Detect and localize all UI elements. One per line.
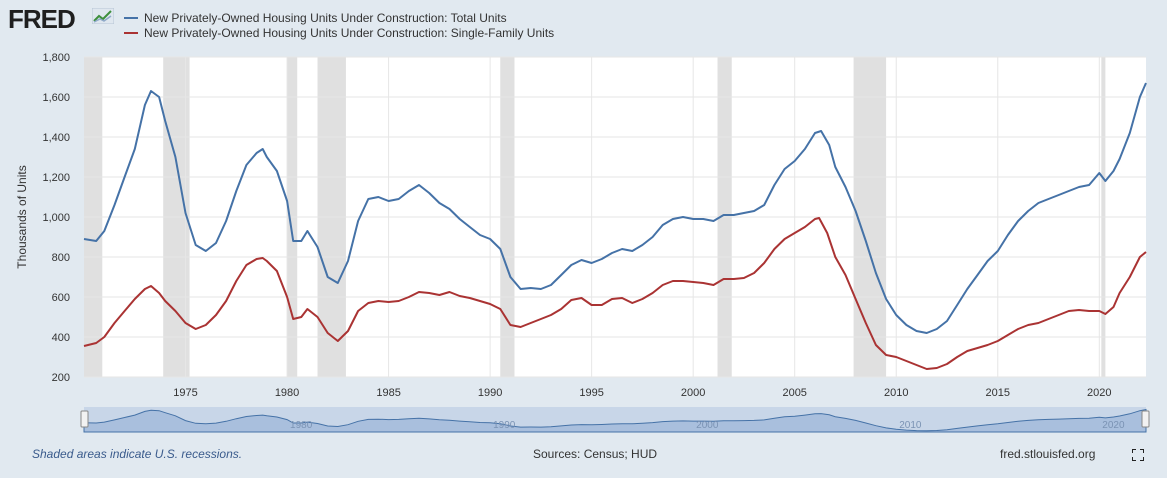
navigator-label: 2000 <box>696 420 719 431</box>
legend-label-total: New Privately-Owned Housing Units Under … <box>144 11 507 25</box>
x-tick-label: 1985 <box>376 387 400 399</box>
fullscreen-icon[interactable] <box>1132 449 1144 461</box>
x-tick-label: 1980 <box>275 387 299 399</box>
y-tick-label: 1,000 <box>42 212 70 224</box>
chart: 200 400 600 800 1,000 1,200 1,400 1,600 1,800 19… <box>15 52 1150 433</box>
fred-trend-logo-icon <box>92 8 114 24</box>
series-total-line <box>83 82 1147 334</box>
navigator-label: 2010 <box>899 420 922 431</box>
x-tick-label: 2005 <box>782 387 806 399</box>
fred-logo[interactable]: FRED <box>8 4 76 34</box>
x-tick-label: 1975 <box>173 387 197 399</box>
y-tick-label: 1,400 <box>42 132 70 144</box>
sources-text: Sources: Census; HUD <box>533 447 658 461</box>
legend-swatch-total <box>124 17 138 19</box>
y-tick-label: 600 <box>52 292 70 304</box>
y-tick-label: 800 <box>52 252 70 264</box>
time-navigator[interactable]: 1980 1990 2000 2010 2020 <box>80 407 1150 433</box>
series-single-family-line <box>83 217 1147 370</box>
x-tick-label: 1990 <box>478 387 502 399</box>
x-tick-label: 1995 <box>579 387 603 399</box>
navigator-label: 1980 <box>290 420 313 431</box>
legend-item-total[interactable]: New Privately-Owned Housing Units Under … <box>124 11 507 25</box>
navigator-labels: 1980 1990 2000 2010 2020 <box>290 420 1125 431</box>
x-axis-ticks: 1975 1980 1985 1990 1995 2000 2005 2010 2015 2020 <box>173 387 1111 399</box>
navigator-label: 1990 <box>493 420 516 431</box>
x-tick-label: 2015 <box>986 387 1010 399</box>
navigator-handle-right[interactable] <box>1141 410 1150 428</box>
grid-lines <box>84 56 1146 378</box>
x-tick-label: 2020 <box>1087 387 1111 399</box>
y-tick-label: 1,200 <box>42 172 70 184</box>
x-tick-label: 2010 <box>884 387 908 399</box>
legend-swatch-single-family <box>124 32 138 34</box>
legend-item-single-family[interactable]: New Privately-Owned Housing Units Under … <box>124 26 554 40</box>
navigator-area <box>83 408 1147 433</box>
y-tick-label: 1,800 <box>42 52 70 64</box>
y-tick-label: 1,600 <box>42 92 70 104</box>
y-axis-title: Thousands of Units <box>15 165 29 268</box>
recession-note: Shaded areas indicate U.S. recessions. <box>32 447 243 461</box>
navigator-handle-left[interactable] <box>80 410 89 428</box>
site-link[interactable]: fred.stlouisfed.org <box>1000 447 1096 461</box>
x-tick-label: 2000 <box>681 387 705 399</box>
y-tick-label: 400 <box>52 332 70 344</box>
y-tick-label: 200 <box>52 372 70 384</box>
navigator-label: 2020 <box>1102 420 1125 431</box>
series-lines <box>83 82 1147 370</box>
legend-label-single-family: New Privately-Owned Housing Units Under … <box>144 26 555 40</box>
y-axis-ticks: 200 400 600 800 1,000 1,200 1,400 1,600 1,800 <box>42 52 70 384</box>
